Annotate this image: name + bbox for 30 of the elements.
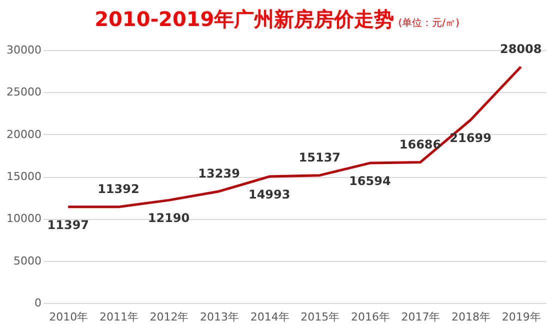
line-series bbox=[66, 66, 522, 208]
y-tick-label: 20000 bbox=[6, 128, 42, 141]
y-tick-label: 5000 bbox=[14, 254, 42, 268]
x-tick-label: 2015年 bbox=[300, 310, 340, 324]
y-tick-label: 0 bbox=[34, 296, 42, 310]
data-label: 13239 bbox=[198, 166, 240, 180]
x-tick-label: 2014年 bbox=[250, 310, 290, 324]
data-label: 28008 bbox=[500, 42, 542, 56]
y-tick-label: 25000 bbox=[6, 86, 42, 99]
data-label: 12190 bbox=[148, 211, 190, 226]
x-tick-label: 2016年 bbox=[350, 310, 390, 324]
x-tick-label: 2013年 bbox=[200, 310, 240, 324]
data-label: 15137 bbox=[298, 150, 341, 164]
y-tick-label: 10000 bbox=[6, 212, 42, 226]
x-tick-label: 2010年 bbox=[49, 310, 88, 324]
chart-subtitle: (单位：元/㎡) bbox=[398, 18, 460, 29]
data-label: 16686 bbox=[399, 137, 442, 152]
x-tick-label: 2011年 bbox=[99, 310, 138, 324]
data-label: 16594 bbox=[349, 174, 391, 188]
x-tick-label: 2017年 bbox=[401, 310, 440, 324]
chart-title: 2010-2019年广州新房房价走势 bbox=[94, 7, 394, 31]
data-label: 21699 bbox=[450, 131, 492, 146]
y-tick-label: 30000 bbox=[6, 44, 42, 56]
data-label: 11392 bbox=[98, 182, 140, 196]
data-label: 14993 bbox=[248, 188, 290, 202]
data-label: 11397 bbox=[47, 218, 90, 232]
x-tick-label: 2012年 bbox=[150, 310, 189, 324]
y-tick-label: 15000 bbox=[6, 170, 42, 183]
x-tick-label: 2019年 bbox=[502, 310, 541, 324]
x-tick-label: 2018年 bbox=[452, 310, 491, 324]
